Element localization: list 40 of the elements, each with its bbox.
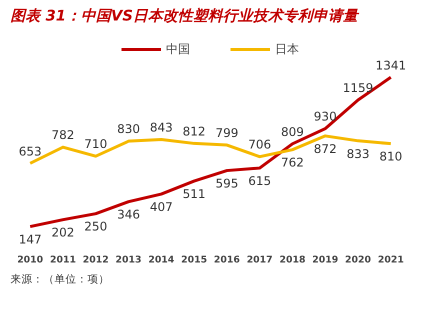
- data-label: 799: [215, 126, 238, 140]
- data-label: 250: [84, 220, 108, 234]
- data-label: 1341: [376, 58, 406, 72]
- data-label: 930: [314, 110, 337, 124]
- data-label: 706: [248, 138, 272, 152]
- x-tick-label: 2012: [82, 254, 109, 266]
- data-label: 202: [52, 226, 74, 240]
- data-label: 653: [18, 144, 42, 158]
- legend-label: 日本: [275, 40, 299, 58]
- x-tick-label: 2016: [214, 254, 240, 266]
- data-label: 1159: [342, 81, 374, 96]
- data-label: 615: [248, 174, 272, 188]
- x-tick-label: 2014: [148, 254, 175, 266]
- data-label: 762: [281, 156, 304, 170]
- legend-label: 中国: [166, 40, 190, 58]
- x-tick-label: 2020: [345, 254, 372, 266]
- x-tick-label: 2010: [17, 254, 44, 266]
- data-label: 511: [182, 187, 206, 202]
- x-tick-label: 2013: [116, 254, 142, 266]
- data-label: 147: [18, 232, 42, 247]
- x-tick-label: 2011: [50, 254, 76, 266]
- data-label: 833: [346, 146, 370, 161]
- x-tick-label: 2015: [181, 254, 208, 266]
- data-label: 809: [281, 124, 304, 139]
- x-tick-label: 2017: [246, 254, 273, 266]
- data-label: 810: [379, 150, 402, 164]
- data-label: 782: [52, 128, 74, 142]
- data-label: 812: [182, 124, 206, 138]
- data-label: 830: [117, 122, 140, 136]
- data-label: 872: [314, 142, 337, 156]
- data-label: 346: [117, 208, 140, 222]
- data-label: 843: [150, 120, 173, 135]
- data-label: 407: [150, 200, 173, 214]
- chart-title: 图表 31：中国VS日本改性塑料行业技术专利申请量: [10, 8, 360, 24]
- x-tick-label: 2019: [312, 254, 338, 266]
- source-note: 来源：（单位：项）: [10, 272, 110, 286]
- x-tick-label: 2018: [279, 254, 306, 266]
- x-tick-label: 2021: [378, 254, 404, 266]
- data-label: 710: [84, 137, 108, 152]
- data-label: 595: [215, 176, 238, 191]
